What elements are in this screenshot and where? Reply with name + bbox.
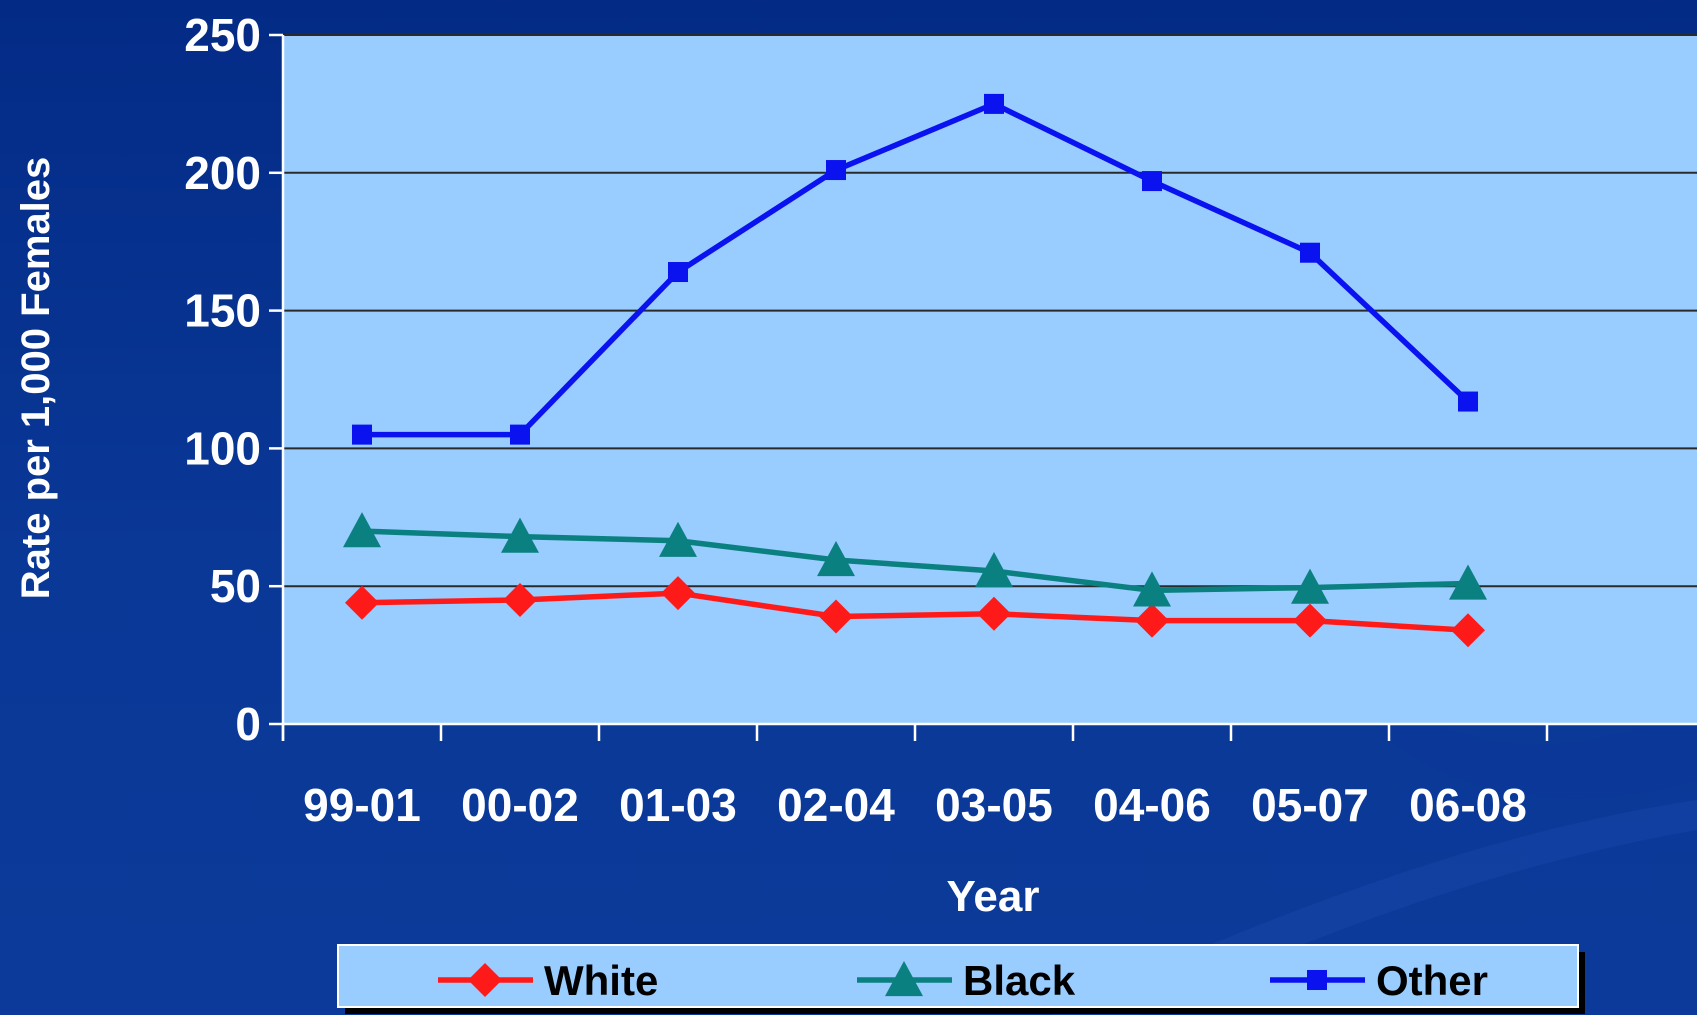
legend-swatch-marker xyxy=(1307,970,1327,990)
data-point-other xyxy=(352,424,372,445)
data-point-black xyxy=(659,521,697,557)
legend-swatch-marker xyxy=(468,963,502,997)
y-tick-label: 250 xyxy=(184,9,261,61)
x-tick-label: 04-06 xyxy=(1093,779,1211,831)
axes: 0 50 100 150 200 250 99-01 00-02 01-03 02-04 03-05… xyxy=(184,9,1697,831)
y-tick-label: 100 xyxy=(184,422,261,474)
data-point-white xyxy=(819,599,853,634)
data-point-white xyxy=(1451,613,1485,648)
y-tick-label: 0 xyxy=(235,698,261,750)
series xyxy=(343,93,1487,648)
data-point-black xyxy=(1291,568,1329,604)
legend: White Black Other xyxy=(337,944,1585,1014)
x-axis-title: Year xyxy=(947,872,1040,921)
series-other xyxy=(352,93,1478,445)
series-white xyxy=(345,576,1485,648)
data-point-other xyxy=(1142,171,1162,192)
legend-label: White xyxy=(544,957,658,1004)
legend-swatch-marker xyxy=(885,961,923,997)
data-point-black xyxy=(343,512,381,548)
series-black xyxy=(343,512,1487,607)
legend-item-other: Other xyxy=(1270,957,1488,1004)
series-line-other xyxy=(362,101,1470,438)
legend-label: Other xyxy=(1376,957,1488,1004)
data-point-black xyxy=(1133,571,1171,607)
data-point-other xyxy=(1458,391,1478,412)
data-point-other xyxy=(826,160,846,181)
series-line-white xyxy=(361,590,1469,634)
x-tick-label: 06-08 xyxy=(1409,779,1527,831)
x-tick-label: 01-03 xyxy=(619,779,737,831)
legend-item-black: Black xyxy=(857,957,1076,1004)
y-tick-label: 150 xyxy=(184,285,261,337)
y-tick-label: 200 xyxy=(184,147,261,199)
legend-box xyxy=(337,944,1579,1008)
data-point-black xyxy=(817,541,855,577)
data-point-white xyxy=(977,596,1011,631)
series-line-black xyxy=(361,528,1469,594)
x-tick-label: 02-04 xyxy=(777,779,895,831)
data-point-black xyxy=(1449,564,1487,600)
data-point-black xyxy=(975,552,1013,588)
data-point-white xyxy=(503,582,537,617)
data-point-other xyxy=(510,424,530,445)
data-point-white xyxy=(661,576,695,611)
y-axis-title: Rate per 1,000 Females xyxy=(14,157,58,599)
data-point-white xyxy=(1293,603,1327,638)
x-tick-label: 03-05 xyxy=(935,779,1053,831)
legend-label: Black xyxy=(963,957,1076,1004)
legend-item-white: White xyxy=(438,957,658,1004)
data-point-other xyxy=(668,262,688,283)
data-point-other xyxy=(984,93,1004,114)
data-point-white xyxy=(345,585,379,620)
x-tick-label: 05-07 xyxy=(1251,779,1369,831)
data-point-white xyxy=(1135,603,1169,638)
data-point-other xyxy=(1300,242,1320,263)
x-tick-label: 00-02 xyxy=(461,779,579,831)
data-point-black xyxy=(501,517,539,553)
legend-items: White Black Other xyxy=(438,957,1488,1004)
y-tick-label: 50 xyxy=(210,560,261,612)
x-tick-label: 99-01 xyxy=(303,779,421,831)
